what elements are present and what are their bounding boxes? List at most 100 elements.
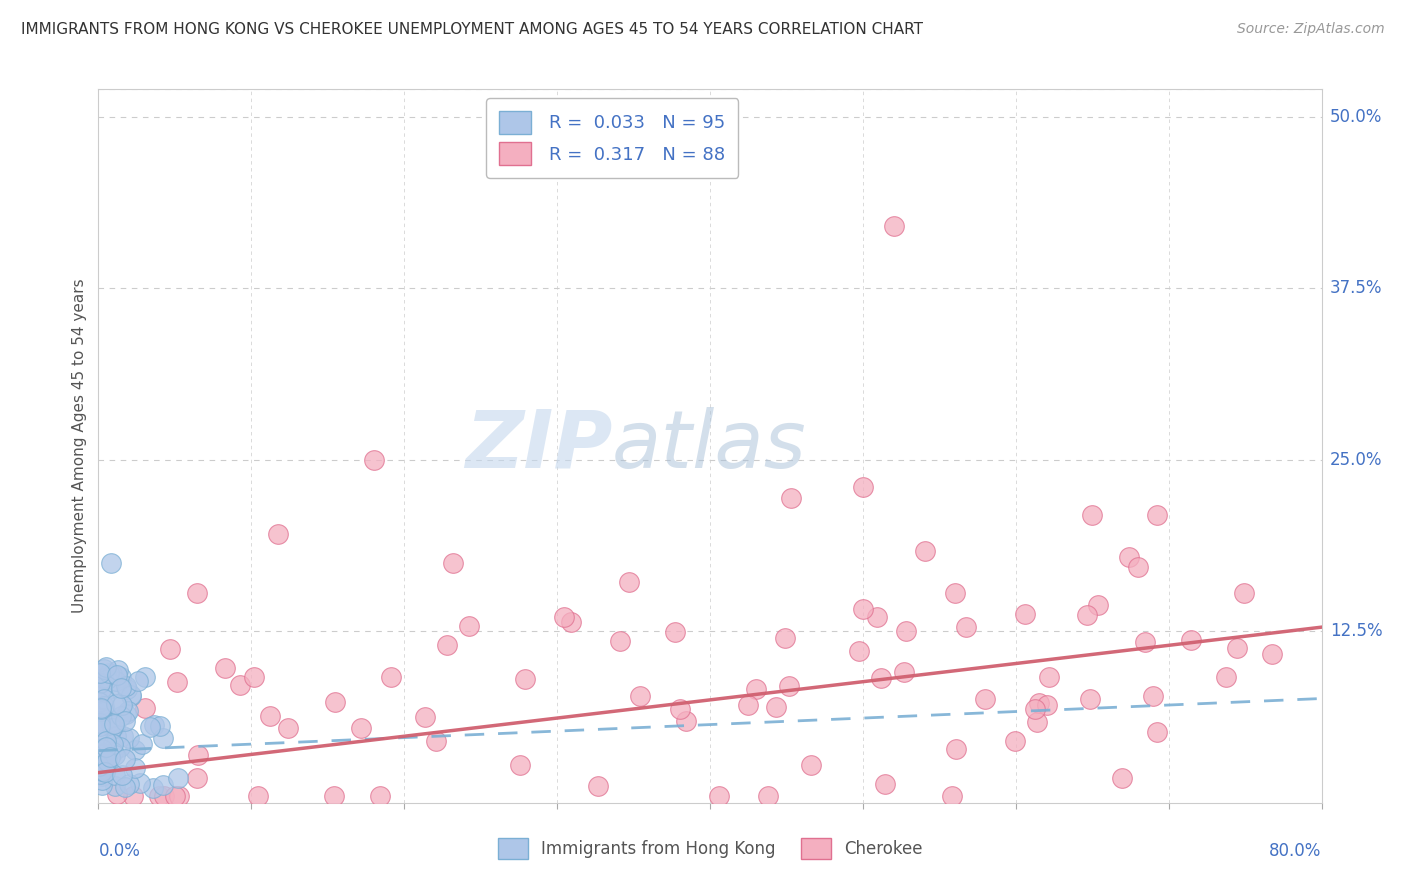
Point: [103, 716, 125, 731]
Point: [101, 745, 124, 759]
Point: [778, 680, 800, 694]
Point: [955, 620, 977, 634]
Text: 50.0%: 50.0%: [1330, 108, 1382, 126]
Point: [94, 660, 117, 674]
Text: 37.5%: 37.5%: [1330, 279, 1382, 297]
Point: [120, 688, 142, 702]
Point: [90, 682, 112, 697]
Point: [91, 772, 114, 787]
Point: [114, 714, 136, 728]
Point: [1180, 632, 1202, 647]
Point: [187, 747, 209, 762]
Point: [214, 661, 236, 675]
Point: [1226, 640, 1249, 655]
Point: [586, 779, 609, 793]
Point: [100, 556, 122, 570]
Point: [617, 575, 640, 590]
Point: [93, 699, 115, 714]
Point: [894, 624, 917, 638]
Point: [104, 729, 127, 743]
Point: [96, 672, 118, 686]
Point: [101, 667, 124, 681]
Point: [169, 789, 191, 803]
Point: [457, 619, 479, 633]
Point: [259, 709, 281, 723]
Point: [325, 695, 347, 709]
Point: [363, 452, 385, 467]
Point: [765, 700, 787, 714]
Point: [91, 742, 114, 756]
Point: [1133, 635, 1156, 649]
Point: [413, 710, 436, 724]
Point: [118, 731, 141, 745]
Point: [120, 689, 142, 703]
Point: [90, 681, 112, 695]
Point: [91, 754, 114, 768]
Point: [94, 765, 117, 780]
Point: [1024, 702, 1046, 716]
Point: [87, 759, 110, 773]
Point: [89, 666, 111, 681]
Point: [609, 634, 631, 648]
Point: [90, 702, 112, 716]
Point: [104, 719, 127, 733]
Point: [118, 777, 141, 791]
Point: [100, 743, 122, 757]
Point: [852, 480, 875, 494]
Point: [267, 527, 290, 541]
Point: [93, 662, 115, 676]
Point: [153, 789, 176, 803]
Point: [1261, 647, 1284, 661]
Point: [1036, 698, 1059, 712]
Point: [515, 672, 537, 686]
Point: [1087, 598, 1109, 612]
Legend: Immigrants from Hong Kong, Cherokee: Immigrants from Hong Kong, Cherokee: [491, 831, 929, 866]
Point: [111, 768, 134, 782]
Point: [277, 721, 299, 735]
Point: [111, 729, 134, 743]
Point: [914, 543, 936, 558]
Point: [560, 615, 582, 630]
Point: [1014, 607, 1036, 622]
Point: [1028, 696, 1050, 710]
Point: [96, 754, 118, 768]
Point: [104, 779, 127, 793]
Point: [163, 789, 186, 803]
Point: [114, 706, 136, 721]
Text: 12.5%: 12.5%: [1330, 623, 1382, 640]
Point: [114, 752, 136, 766]
Text: 25.0%: 25.0%: [1330, 450, 1382, 468]
Point: [628, 689, 651, 703]
Point: [110, 681, 132, 695]
Point: [111, 698, 134, 713]
Point: [443, 556, 465, 570]
Point: [1146, 725, 1168, 739]
Point: [127, 673, 149, 688]
Point: [89, 754, 111, 768]
Point: [893, 665, 915, 679]
Point: [91, 672, 114, 686]
Point: [1076, 607, 1098, 622]
Point: [90, 742, 112, 756]
Point: [865, 610, 887, 624]
Point: [159, 641, 181, 656]
Text: atlas: atlas: [612, 407, 807, 485]
Point: [669, 702, 692, 716]
Point: [800, 757, 823, 772]
Point: [114, 780, 136, 794]
Point: [108, 740, 131, 755]
Point: [87, 751, 110, 765]
Point: [117, 704, 139, 718]
Point: [773, 631, 796, 645]
Point: [139, 720, 162, 734]
Point: [436, 638, 458, 652]
Point: [780, 491, 803, 505]
Point: [105, 787, 128, 801]
Point: [756, 789, 779, 803]
Point: [1118, 549, 1140, 564]
Point: [1004, 734, 1026, 748]
Point: [89, 715, 111, 730]
Point: [1215, 670, 1237, 684]
Point: [1233, 586, 1256, 600]
Point: [322, 789, 344, 803]
